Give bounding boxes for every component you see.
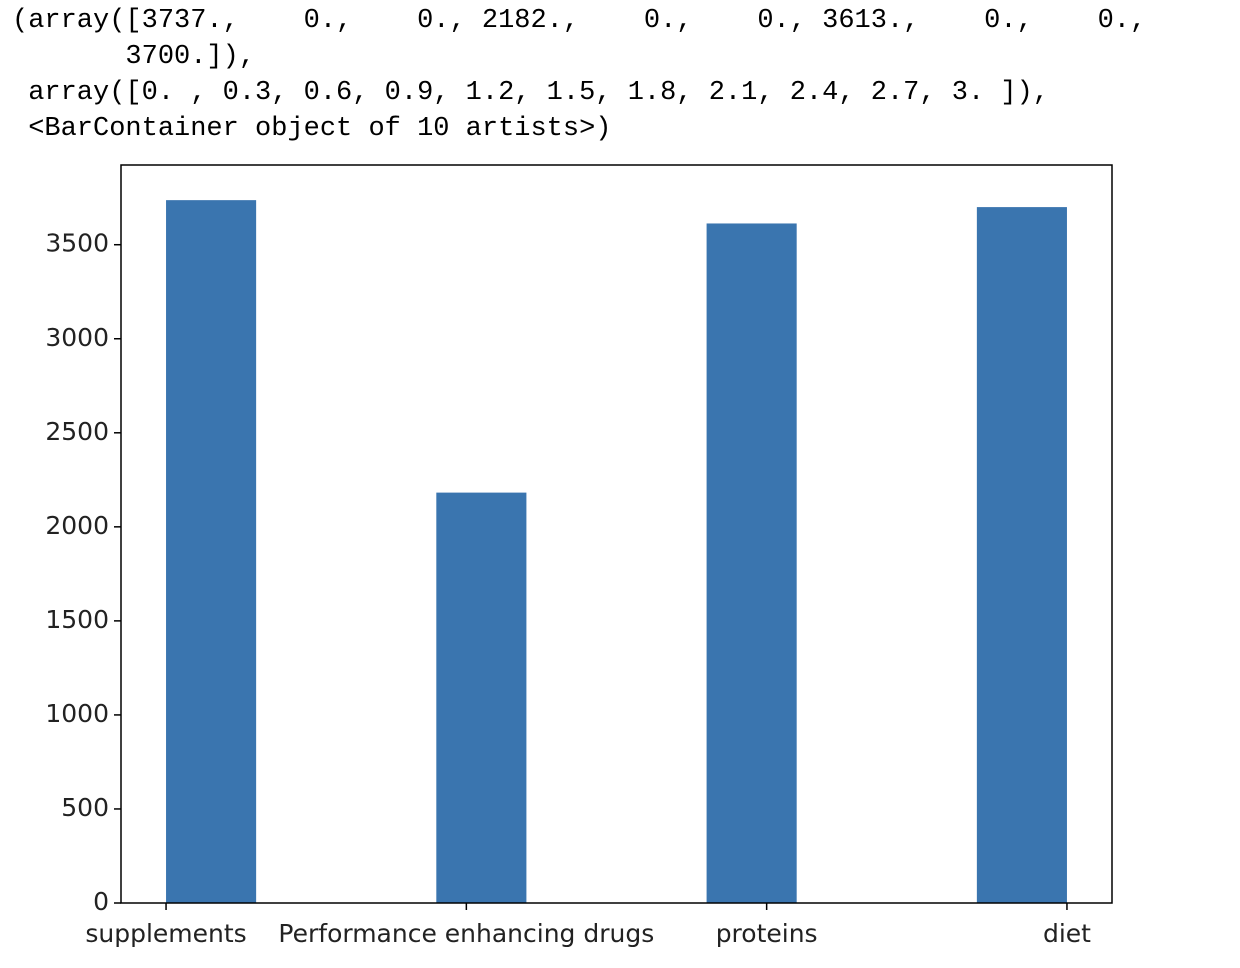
y-tick-label: 500 [61,793,109,822]
bar [166,200,257,904]
y-tick-label: 1500 [45,605,109,634]
bar [706,223,797,903]
y-tick-label: 1000 [45,699,109,728]
plot-frame [120,164,1113,904]
x-tick-label: Performance enhancing drugs [278,919,654,948]
output-line: 3700.]), [12,42,255,72]
y-tick-label: 2500 [45,417,109,446]
x-tick-label: diet [1043,919,1091,948]
output-line: array([0. , 0.3, 0.6, 0.9, 1.2, 1.5, 1.8… [12,78,1049,108]
x-tick-label: supplements [85,919,246,948]
x-tick-label: proteins [716,919,818,948]
bar [976,207,1067,904]
y-tick-label: 3000 [45,323,109,352]
y-tick-label: 3500 [45,229,109,258]
bar [436,492,527,903]
output-line: <BarContainer object of 10 artists>) [12,114,612,144]
y-tick-label: 0 [93,887,109,916]
output-line: (array([3737., 0., 0., 2182., 0., 0., 36… [12,6,1146,36]
y-tick-label: 2000 [45,511,109,540]
